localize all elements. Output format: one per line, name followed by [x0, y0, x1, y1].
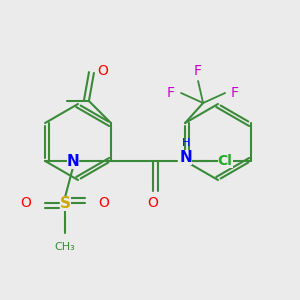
Text: O: O [21, 196, 32, 210]
Text: Cl: Cl [218, 154, 232, 168]
Text: F: F [167, 86, 175, 100]
Text: O: O [148, 196, 158, 210]
Text: O: O [99, 196, 110, 210]
Text: H: H [182, 138, 190, 148]
Text: F: F [231, 86, 239, 100]
Text: CH₃: CH₃ [55, 242, 76, 252]
Text: S: S [60, 196, 70, 211]
Text: O: O [98, 64, 108, 78]
Text: N: N [180, 149, 193, 164]
Text: N: N [67, 154, 80, 169]
Text: F: F [194, 64, 202, 78]
